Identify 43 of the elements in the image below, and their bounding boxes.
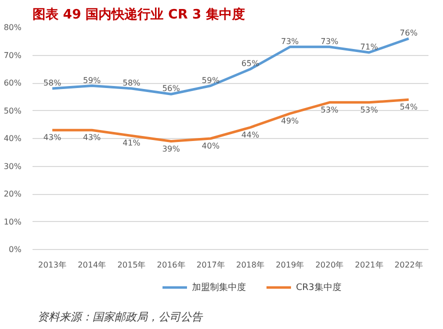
x-tick-label: 2014年 — [78, 260, 106, 270]
data-label: 76% — [400, 28, 418, 38]
data-label: 71% — [360, 42, 378, 52]
y-tick-label: 70% — [4, 50, 22, 60]
legend-label: 加盟制集中度 — [192, 282, 246, 294]
x-tick-label: 2019年 — [276, 260, 304, 270]
data-label: 59% — [202, 76, 220, 85]
data-label: 39% — [162, 144, 180, 154]
data-label: 73% — [320, 36, 339, 46]
data-label: 54% — [400, 102, 418, 112]
y-tick-label: 50% — [4, 106, 22, 116]
data-label: 56% — [162, 84, 180, 94]
data-label: 49% — [281, 116, 300, 126]
data-label: 53% — [360, 105, 378, 114]
x-tick-label: 2013年 — [38, 260, 66, 270]
text: 资料来源：国家邮政局，公司公告 — [38, 310, 204, 324]
data-label: 43% — [43, 133, 62, 142]
data-label: 40% — [202, 142, 220, 150]
y-tick-label: 80% — [4, 23, 22, 32]
data-label: 59% — [83, 76, 102, 85]
y-tick-label: 60% — [4, 78, 22, 88]
data-label: 53% — [320, 105, 339, 114]
data-label: 58% — [122, 78, 141, 88]
data-label: 44% — [241, 130, 260, 140]
x-tick-label: 2021年 — [354, 260, 384, 270]
chart-title: 图表 49 国内快递行业 CR 3 集中度 — [32, 6, 245, 22]
x-tick-label: 2017年 — [196, 260, 225, 270]
y-tick-label: 40% — [4, 134, 22, 143]
x-tick-label: 2020年 — [315, 260, 344, 270]
y-tick-label: 30% — [4, 162, 22, 171]
data-label: 41% — [122, 138, 141, 148]
x-tick-label: 2015年 — [117, 260, 146, 270]
y-tick-label: 20% — [4, 190, 22, 198]
data-label: 58% — [43, 78, 62, 88]
y-tick-label: 10% — [4, 217, 22, 226]
x-tick-label: 2018年 — [236, 260, 264, 270]
x-tick-label: 2022年 — [394, 260, 423, 270]
legend-label: CR3集中度 — [296, 282, 342, 294]
data-label: 43% — [83, 133, 102, 142]
y-tick-label: 0% — [8, 245, 22, 254]
data-label: 65% — [241, 59, 260, 68]
data-label: 73% — [281, 36, 300, 46]
x-tick-label: 2016年 — [156, 260, 186, 270]
